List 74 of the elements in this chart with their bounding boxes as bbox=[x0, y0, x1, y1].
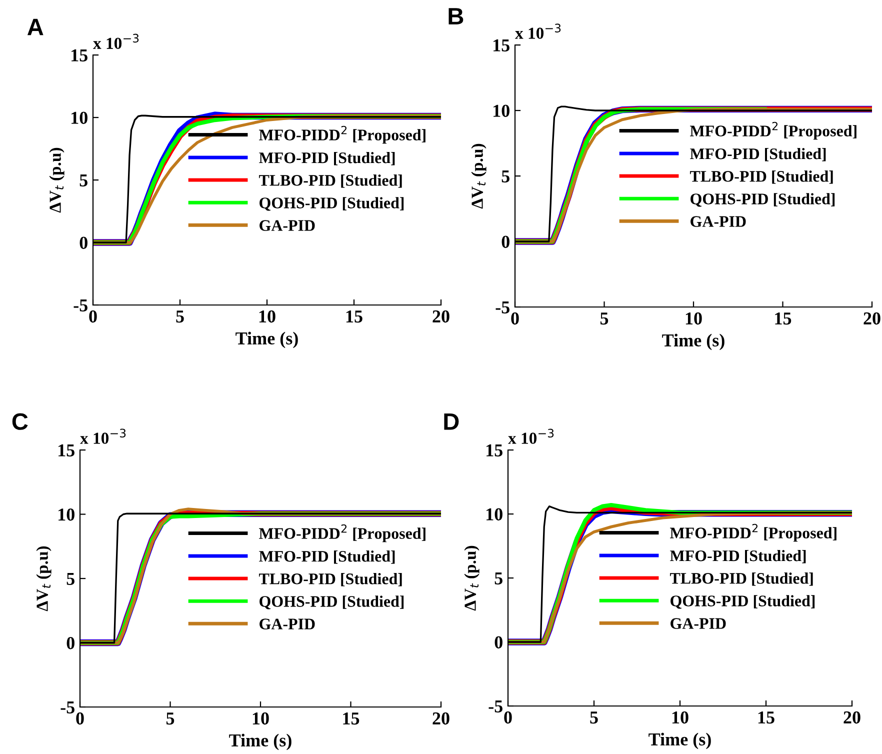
x-tick-label: 0 bbox=[89, 310, 97, 323]
legend-label: MFO-PID [Studied] bbox=[259, 152, 395, 166]
x-tick-label: 20 bbox=[844, 711, 860, 724]
x-axis-title: Time (s) bbox=[229, 734, 292, 750]
y-axis-title: ΔV$_{t}$ (p.u) bbox=[49, 148, 64, 213]
legend-label: TLBO-PID [Studied] bbox=[670, 572, 813, 586]
y-tick-label: -5 bbox=[496, 301, 510, 314]
legend-label: GA-PID bbox=[260, 618, 315, 630]
legend-label: MFO-PID [Studied] bbox=[690, 148, 826, 162]
x-tick-label: 15 bbox=[775, 312, 792, 325]
y-axis-title: ΔV$_{t}$ (p.u) bbox=[471, 144, 486, 209]
legend-label: MFO-PID [Studied] bbox=[670, 550, 806, 564]
text: x 10$^{−3}$ bbox=[80, 428, 126, 444]
legend-label: GA-PID bbox=[670, 618, 726, 629]
y-tick-label: 15 bbox=[494, 39, 510, 52]
chart-title: B bbox=[448, 8, 464, 24]
y-tick-label: 10 bbox=[72, 112, 88, 124]
chart-title: D bbox=[444, 413, 459, 430]
y-tick-label: 5 bbox=[494, 572, 502, 584]
x-tick-label: 10 bbox=[259, 310, 276, 323]
text: x 10$^{−3}$ bbox=[93, 34, 139, 49]
y-tick-label: 15 bbox=[486, 444, 502, 456]
legend-label: MFO-PIDD$^{2}$ [Proposed] bbox=[670, 524, 836, 542]
y-tick-label: 5 bbox=[502, 170, 510, 182]
legend-label: QOHS-PID [Studied] bbox=[260, 197, 404, 211]
x-axis-title: Time (s) bbox=[648, 732, 711, 750]
y-tick-label: 0 bbox=[66, 637, 74, 650]
chart-title: C bbox=[12, 413, 28, 430]
y-tick-label: 10 bbox=[494, 104, 510, 117]
text: x 10$^{−3}$ bbox=[515, 24, 561, 39]
x-tick-label: 15 bbox=[346, 310, 362, 323]
legend-label: TLBO-PID [Studied] bbox=[259, 573, 402, 586]
y-tick-label: 15 bbox=[72, 49, 88, 62]
x-axis-title: Time (s) bbox=[236, 332, 298, 348]
x-tick-label: 5 bbox=[166, 712, 174, 725]
legend-label: QOHS-PID [Studied] bbox=[690, 193, 835, 207]
y-tick-label: 0 bbox=[502, 236, 510, 248]
y-axis-title: ΔV$_{t}$ (p.u) bbox=[464, 546, 480, 611]
y-tick-label: 5 bbox=[66, 572, 74, 585]
y-tick-label: -5 bbox=[74, 299, 88, 312]
y-tick-label: 15 bbox=[58, 444, 74, 456]
legend-label: QOHS-PID [Studied] bbox=[670, 595, 815, 609]
y-tick-label: 0 bbox=[494, 636, 502, 648]
x-tick-label: 15 bbox=[343, 712, 360, 725]
legend-label: QOHS-PID [Studied] bbox=[260, 596, 404, 610]
x-tick-label: 20 bbox=[864, 312, 880, 325]
y-tick-label: 5 bbox=[80, 174, 88, 186]
legend-label: GA-PID bbox=[260, 220, 315, 231]
text: x 10$^{−3}$ bbox=[508, 428, 554, 444]
legend-label: MFO-PIDD$^{2}$ [Proposed] bbox=[259, 126, 426, 144]
legend-label: MFO-PID [Studied] bbox=[259, 550, 395, 564]
y-tick-label: -5 bbox=[488, 700, 502, 712]
legend-label: GA-PID bbox=[690, 216, 746, 227]
x-tick-label: 10 bbox=[686, 312, 702, 325]
x-tick-label: 20 bbox=[432, 310, 450, 323]
x-tick-label: 5 bbox=[176, 310, 184, 323]
y-tick-label: -5 bbox=[60, 701, 74, 714]
legend-label: TLBO-PID [Studied] bbox=[690, 170, 833, 184]
y-tick-label: 10 bbox=[58, 508, 74, 521]
legend-label: TLBO-PID [Studied] bbox=[259, 174, 402, 188]
y-axis-title: ΔV$_{t}$ (p.u) bbox=[36, 546, 52, 612]
y-tick-label: 10 bbox=[486, 508, 502, 520]
y-tick-label: 0 bbox=[80, 236, 88, 249]
x-tick-label: 0 bbox=[511, 312, 519, 325]
x-tick-label: 20 bbox=[432, 712, 450, 725]
x-axis-title: Time (s) bbox=[662, 334, 724, 350]
chart-title: A bbox=[27, 18, 44, 36]
x-tick-label: 5 bbox=[600, 312, 608, 325]
x-tick-label: 10 bbox=[672, 711, 688, 724]
legend-label: MFO-PIDD$^{2}$ [Proposed] bbox=[259, 524, 426, 542]
legend-label: MFO-PIDD$^{2}$ [Proposed] bbox=[690, 122, 856, 140]
x-tick-label: 10 bbox=[252, 712, 269, 725]
x-tick-label: 15 bbox=[758, 711, 774, 724]
x-tick-label: 5 bbox=[590, 712, 598, 724]
